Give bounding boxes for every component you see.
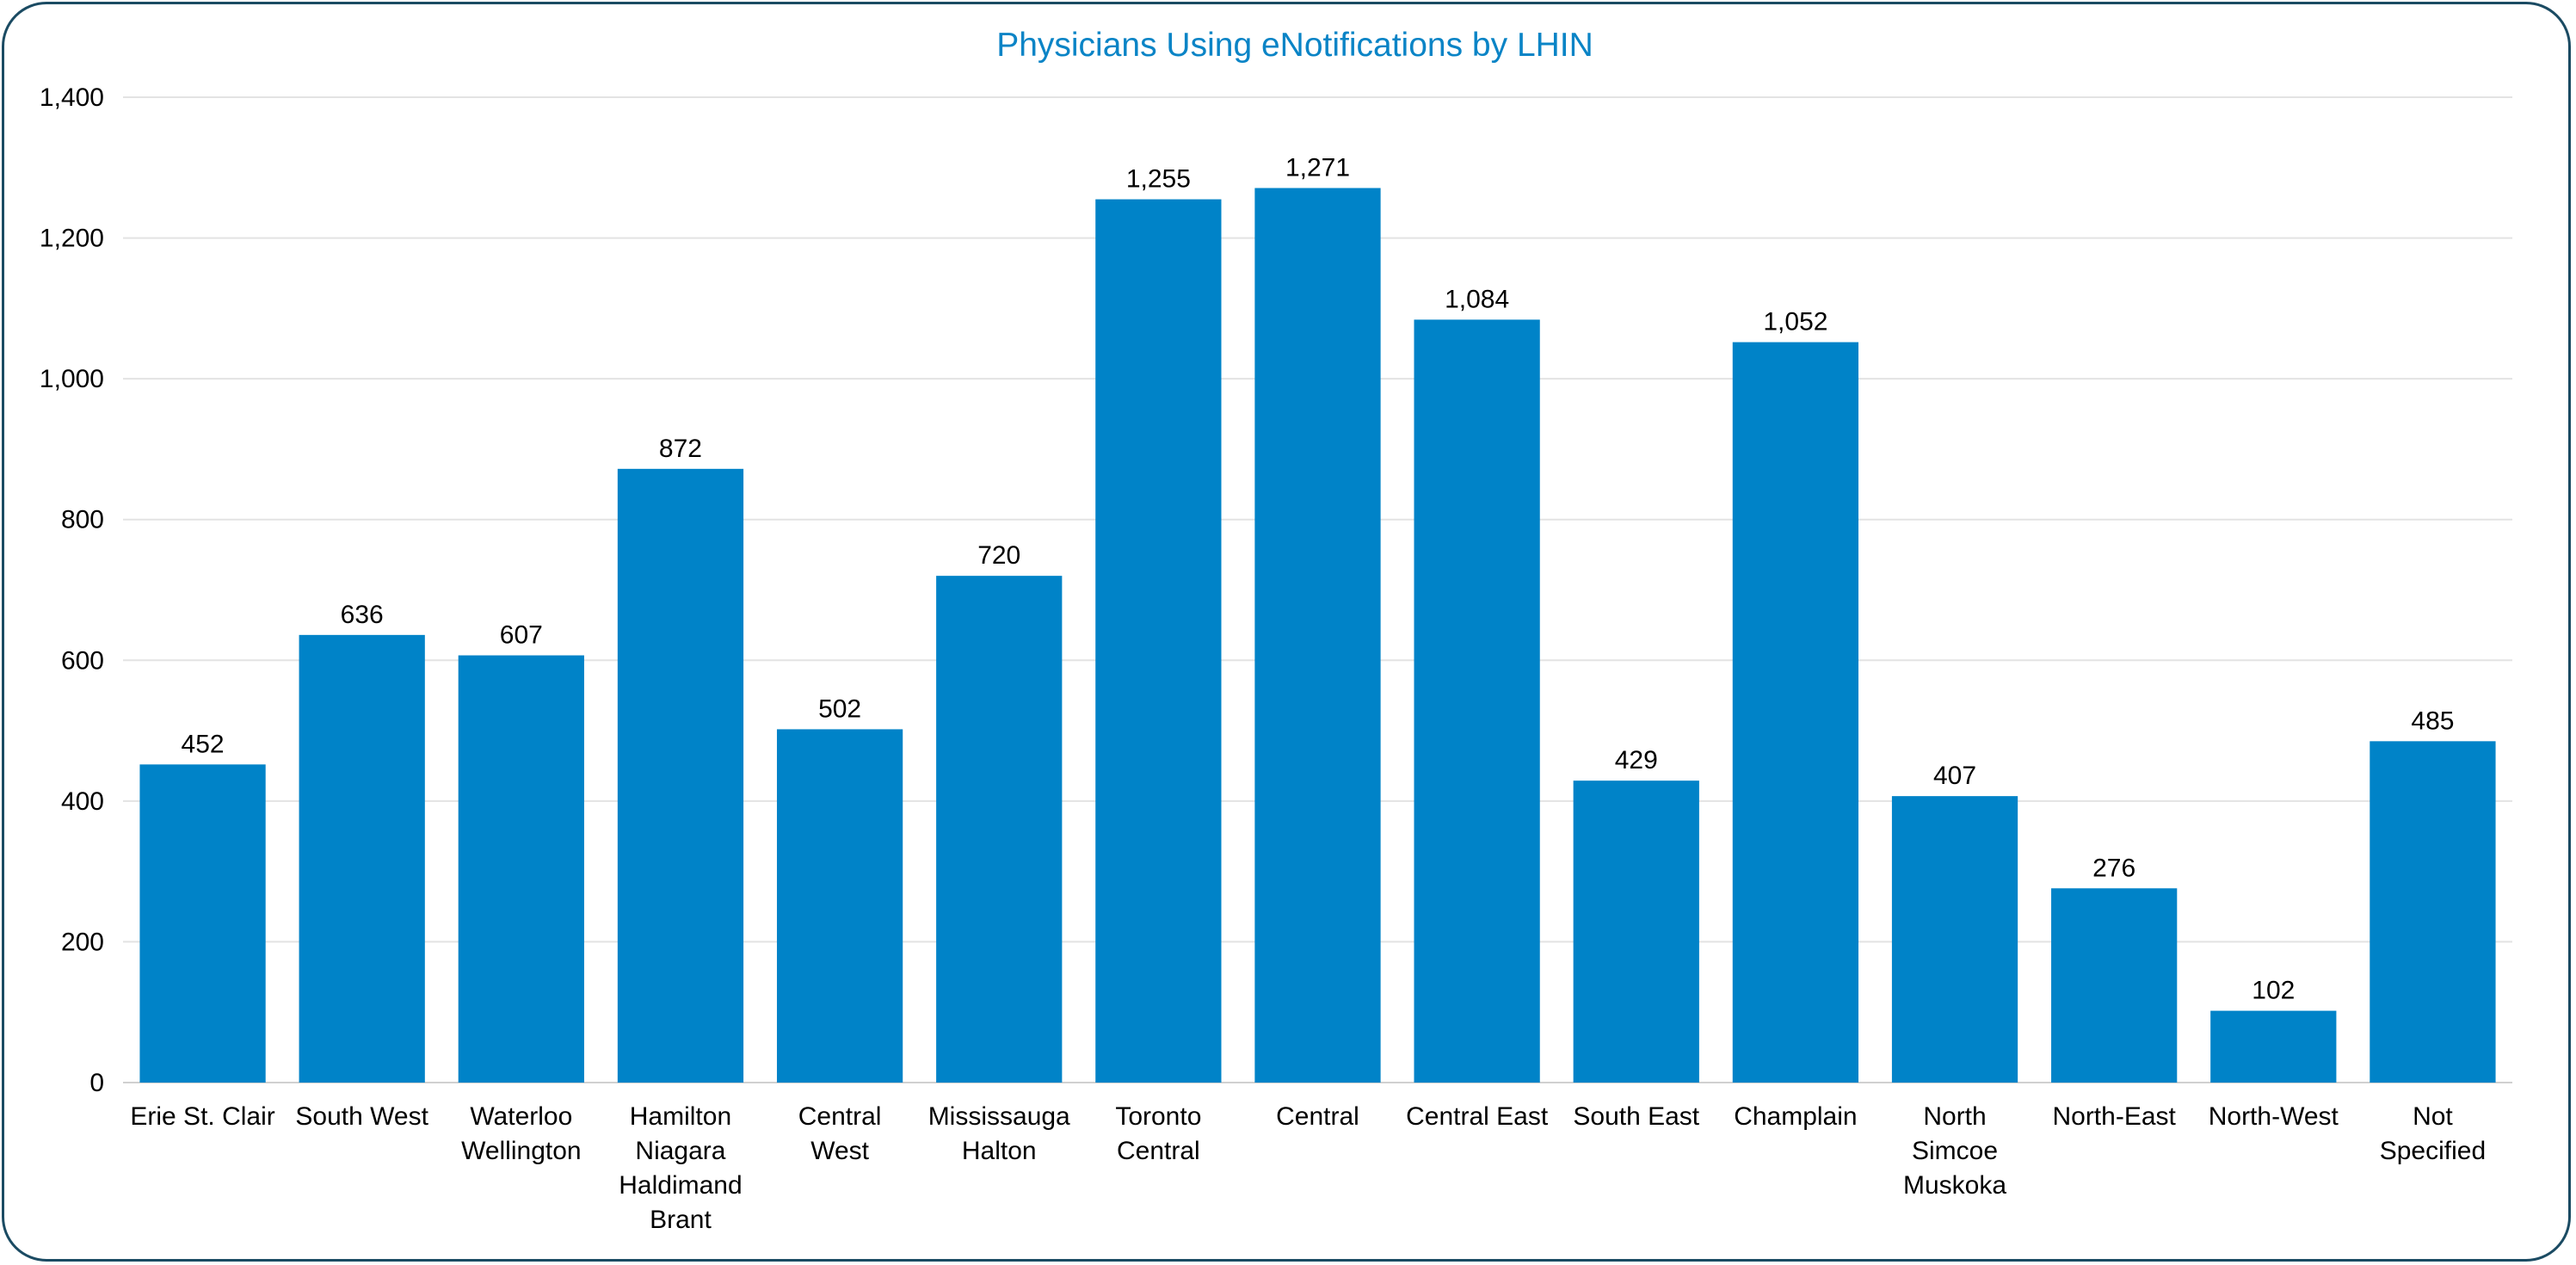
x-tick-label: North Simcoe Muskoka	[1903, 1102, 2006, 1200]
x-tick-label: Mississauga Halton	[928, 1102, 1070, 1165]
x-tick-label: Not Specified	[2380, 1102, 2486, 1165]
bar	[776, 729, 903, 1083]
data-label: 429	[1615, 746, 1658, 774]
bar	[2210, 1010, 2337, 1083]
y-tick-label: 200	[61, 928, 104, 956]
bar	[139, 764, 266, 1083]
data-label: 1,271	[1285, 154, 1350, 182]
x-tick-label: South West	[295, 1102, 428, 1131]
y-tick-label: 400	[61, 787, 104, 816]
bar	[1732, 342, 1859, 1083]
data-label: 1,255	[1126, 165, 1191, 194]
bars	[139, 188, 2496, 1083]
x-tick-label: Hamilton Niagara Haldimand Brant	[619, 1102, 742, 1234]
bar	[299, 634, 425, 1083]
data-label: 1,084	[1445, 285, 1509, 313]
bar	[1254, 188, 1381, 1083]
data-label: 636	[341, 601, 384, 629]
x-tick-label: Waterloo Wellington	[461, 1102, 582, 1165]
bar	[2370, 741, 2496, 1083]
y-tick-label: 1,400	[40, 83, 104, 112]
y-tick-label: 1,000	[40, 365, 104, 393]
data-label: 607	[500, 621, 543, 650]
data-label: 720	[977, 541, 1020, 570]
data-label: 276	[2092, 854, 2135, 882]
data-label: 502	[818, 694, 861, 723]
bar	[2051, 888, 2178, 1083]
x-tick-label: Champlain	[1734, 1102, 1857, 1131]
chart-title: Physicians Using eNotifications by LHIN	[996, 27, 1593, 64]
x-tick-label: North-West	[2209, 1102, 2339, 1131]
y-axis: 0 200 400 600 800 1,000 1,200 1,400	[40, 83, 104, 1097]
data-label: 872	[659, 435, 702, 463]
data-labels: 452 636 607 872 502 720 1,255 1,271 1,084 429 1,05…	[182, 154, 2455, 1005]
bar	[458, 655, 584, 1083]
y-tick-label: 800	[61, 506, 104, 534]
x-tick-label: South East	[1573, 1102, 1699, 1131]
bar	[1573, 781, 1699, 1083]
data-label: 407	[1933, 762, 1976, 790]
x-tick-label: Central East	[1406, 1102, 1549, 1131]
x-tick-label: Central West	[798, 1102, 882, 1165]
bar	[1095, 199, 1222, 1083]
y-tick-label: 600	[61, 646, 104, 675]
data-label: 485	[2411, 707, 2454, 735]
data-label: 1,052	[1763, 308, 1827, 336]
y-tick-label: 1,200	[40, 225, 104, 253]
x-tick-label: Central	[1276, 1102, 1359, 1131]
x-axis: Erie St. Clair South West Waterloo Wellingt…	[130, 1102, 2486, 1234]
bar	[1891, 796, 2018, 1083]
bar-chart: Physicians Using eNotifications by LHIN …	[40, 27, 2512, 1234]
bar	[1414, 319, 1540, 1083]
data-label: 102	[2252, 977, 2295, 1005]
bar	[936, 576, 1063, 1083]
bar	[617, 468, 744, 1083]
data-label: 452	[182, 730, 225, 758]
y-tick-label: 0	[89, 1069, 104, 1097]
x-tick-label: North-East	[2052, 1102, 2176, 1131]
x-tick-label: Toronto Central	[1115, 1102, 1201, 1165]
x-tick-label: Erie St. Clair	[130, 1102, 274, 1131]
